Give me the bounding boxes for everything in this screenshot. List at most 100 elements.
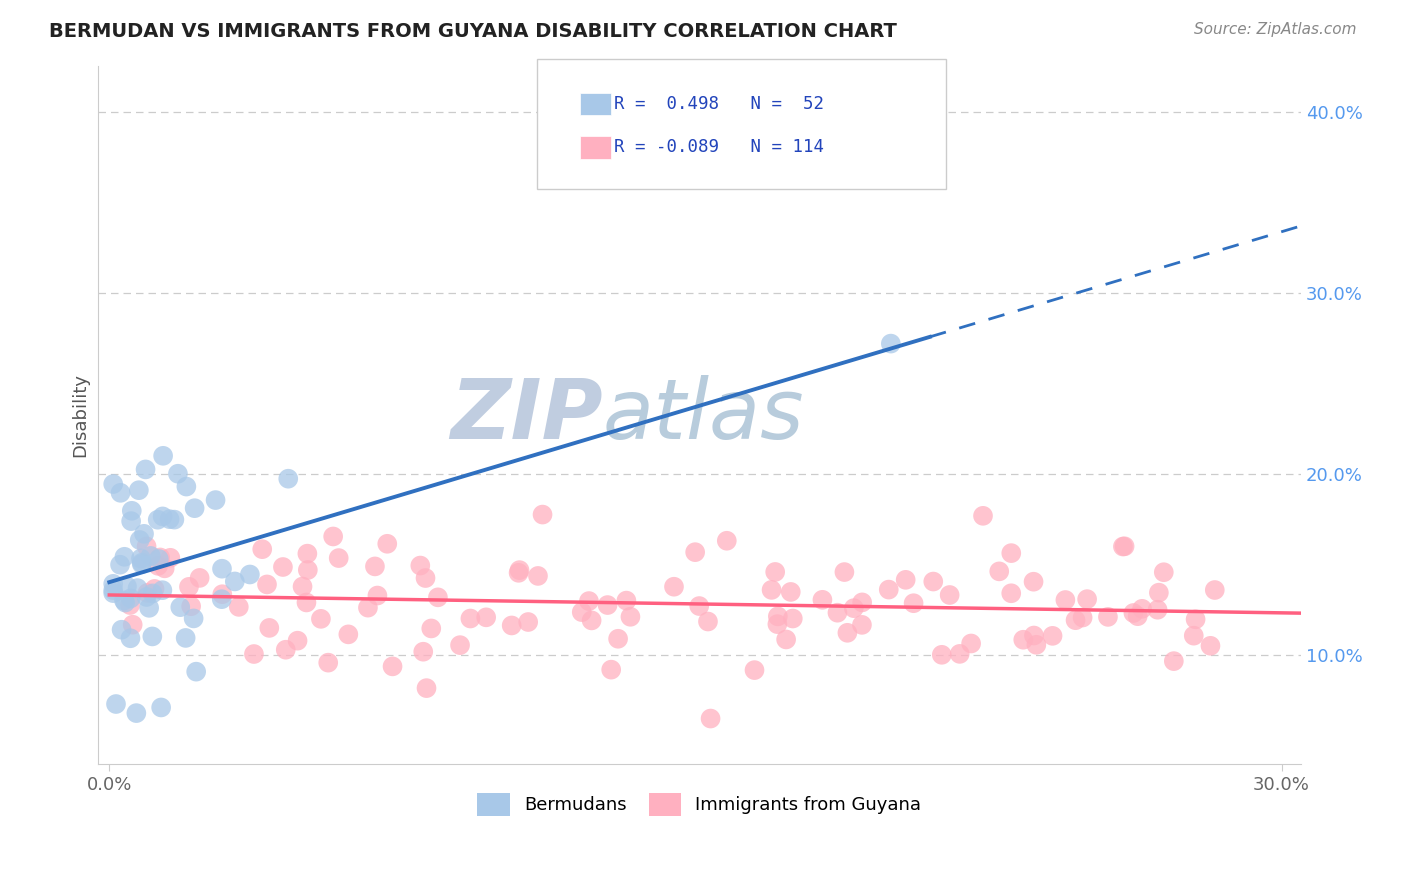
Point xyxy=(120,598,142,612)
Point xyxy=(880,336,903,351)
Point xyxy=(132,526,155,541)
Point xyxy=(744,663,766,677)
Point xyxy=(1000,546,1022,560)
Point xyxy=(183,501,205,516)
Text: atlas: atlas xyxy=(603,375,804,456)
Text: ZIP: ZIP xyxy=(450,375,603,456)
Point xyxy=(531,508,554,522)
Point xyxy=(316,656,339,670)
Point xyxy=(163,513,186,527)
Point xyxy=(578,594,600,608)
Point xyxy=(337,627,360,641)
Point xyxy=(381,659,404,673)
Point xyxy=(228,599,250,614)
Point xyxy=(186,665,208,679)
Point xyxy=(159,512,181,526)
Point xyxy=(460,611,482,625)
Point xyxy=(779,585,801,599)
Point xyxy=(243,647,266,661)
Point xyxy=(1182,629,1205,643)
Point xyxy=(115,579,138,593)
Point xyxy=(1054,593,1077,607)
Point xyxy=(141,629,163,643)
Point xyxy=(188,571,211,585)
Point xyxy=(177,580,200,594)
Point xyxy=(1184,612,1206,626)
Point xyxy=(211,562,233,576)
Point xyxy=(131,556,153,570)
Point xyxy=(1071,610,1094,624)
Point xyxy=(128,483,150,498)
Point xyxy=(297,563,319,577)
Point xyxy=(508,566,530,580)
Point xyxy=(148,552,170,566)
Point xyxy=(517,615,540,629)
Point xyxy=(211,587,233,601)
Point xyxy=(972,508,994,523)
Point xyxy=(960,636,983,650)
Point xyxy=(409,558,432,573)
Point xyxy=(426,591,449,605)
Point xyxy=(1163,654,1185,668)
Point xyxy=(449,638,471,652)
Point xyxy=(837,625,859,640)
Point xyxy=(894,573,917,587)
Point xyxy=(761,582,783,597)
Point xyxy=(1000,586,1022,600)
Point xyxy=(842,601,865,615)
Point xyxy=(931,648,953,662)
Point xyxy=(176,479,198,493)
Point xyxy=(1022,574,1045,589)
Point xyxy=(1012,632,1035,647)
Legend: Bermudans, Immigrants from Guyana: Bermudans, Immigrants from Guyana xyxy=(468,784,931,824)
Point xyxy=(1022,628,1045,642)
Point xyxy=(103,586,125,600)
Point xyxy=(988,565,1011,579)
Point xyxy=(782,611,804,625)
Point xyxy=(114,596,136,610)
Point xyxy=(1114,539,1136,553)
Point xyxy=(309,612,332,626)
Point xyxy=(716,533,738,548)
Point xyxy=(903,596,925,610)
Point xyxy=(149,550,172,565)
Point xyxy=(596,598,619,612)
Point xyxy=(103,577,125,591)
Point xyxy=(167,467,190,481)
Point xyxy=(501,618,523,632)
Point xyxy=(1147,585,1170,599)
Point xyxy=(1126,609,1149,624)
Point xyxy=(662,580,685,594)
Point xyxy=(129,551,152,566)
Point xyxy=(136,586,159,600)
Point xyxy=(766,609,789,624)
Text: BERMUDAN VS IMMIGRANTS FROM GUYANA DISABILITY CORRELATION CHART: BERMUDAN VS IMMIGRANTS FROM GUYANA DISAB… xyxy=(49,22,897,41)
Point xyxy=(412,645,434,659)
Point xyxy=(125,706,148,720)
Point xyxy=(121,504,143,518)
Point xyxy=(103,583,125,598)
Point xyxy=(364,559,387,574)
Point xyxy=(150,583,173,598)
Point xyxy=(169,600,191,615)
Point xyxy=(697,615,720,629)
Text: R = -0.089   N = 114: R = -0.089 N = 114 xyxy=(614,138,824,156)
Point xyxy=(1025,638,1047,652)
Point xyxy=(827,606,849,620)
Point xyxy=(120,591,142,606)
Point xyxy=(1112,540,1135,554)
Point xyxy=(127,581,149,595)
Point xyxy=(949,647,972,661)
Point xyxy=(112,593,135,607)
Point xyxy=(1153,566,1175,580)
Point xyxy=(475,610,498,624)
Point xyxy=(252,542,274,557)
Point xyxy=(938,588,960,602)
Point xyxy=(1076,592,1098,607)
Text: R =  0.498   N =  52: R = 0.498 N = 52 xyxy=(614,95,824,113)
Point xyxy=(322,529,344,543)
Point xyxy=(152,509,174,524)
Point xyxy=(1146,603,1168,617)
Point xyxy=(239,567,262,582)
Point xyxy=(143,582,166,596)
